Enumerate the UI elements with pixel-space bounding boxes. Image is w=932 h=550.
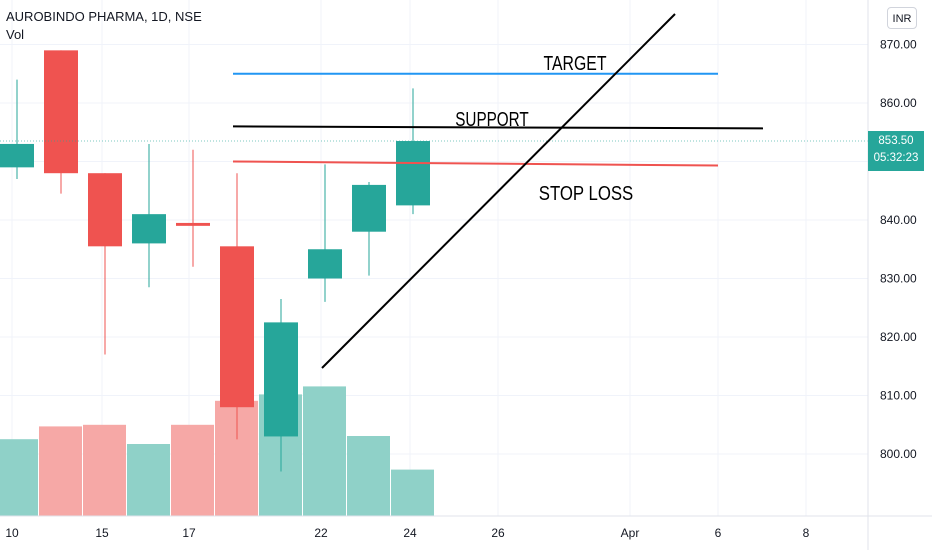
volume-bars: [0, 386, 434, 516]
candle-body: [220, 246, 254, 408]
price-tick-label: 820.00: [880, 330, 917, 344]
volume-bar: [303, 386, 346, 516]
candle-body: [132, 214, 166, 244]
time-tick-label: 8: [803, 526, 810, 540]
time-tick-label: 17: [182, 526, 196, 540]
candle-body: [352, 184, 386, 232]
candle-body: [308, 249, 342, 279]
support-line: [232, 125, 764, 130]
drawings[interactable]: TARGET SUPPORT STOP LOSS: [0, 13, 868, 369]
last-price-tag: 853.50 05:32:23: [868, 131, 924, 171]
trend-line: [321, 13, 676, 369]
grid-lines: [0, 0, 868, 516]
price-tick-label: 830.00: [880, 272, 917, 286]
volume-bar: [83, 424, 126, 516]
volume-label[interactable]: Vol: [6, 27, 25, 42]
time-tick-label: Apr: [621, 526, 640, 540]
time-tick-label: 6: [715, 526, 722, 540]
candlesticks: [0, 50, 430, 472]
time-tick-label: 10: [5, 526, 19, 540]
time-tick-label: 15: [95, 526, 109, 540]
symbol-title[interactable]: AUROBINDO PHARMA, 1D, NSE: [6, 9, 202, 24]
currency-button[interactable]: INR: [887, 7, 917, 29]
last-price: 853.50: [878, 135, 914, 147]
time-tick-label: 26: [491, 526, 505, 540]
chart-legend: AUROBINDO PHARMA, 1D, NSE Vol: [6, 8, 202, 44]
candle-body: [44, 50, 78, 174]
volume-bar: [0, 439, 38, 516]
time-tick-label: 24: [403, 526, 417, 540]
candle-body: [0, 143, 34, 168]
price-tick-label: 860.00: [880, 96, 917, 110]
stop-loss-line: [232, 160, 719, 167]
volume-bar: [347, 436, 390, 516]
candle-body: [176, 222, 210, 226]
support-label: SUPPORT: [455, 109, 529, 131]
target-label: TARGET: [544, 53, 607, 75]
price-tick-label: 870.00: [880, 38, 917, 52]
candle-body: [264, 322, 298, 437]
bar-countdown: 05:32:23: [873, 152, 919, 164]
price-tick-label: 810.00: [880, 389, 917, 403]
price-tick-label: 800.00: [880, 447, 917, 461]
volume-bar: [127, 444, 170, 516]
time-tick-label: 22: [314, 526, 328, 540]
volume-bar: [39, 426, 82, 516]
price-tick-label: 840.00: [880, 213, 917, 227]
candle-body: [396, 141, 430, 206]
volume-bar: [171, 424, 214, 516]
volume-bar: [391, 469, 434, 516]
candle-body: [88, 173, 122, 247]
stop-loss-label: STOP LOSS: [539, 183, 634, 205]
